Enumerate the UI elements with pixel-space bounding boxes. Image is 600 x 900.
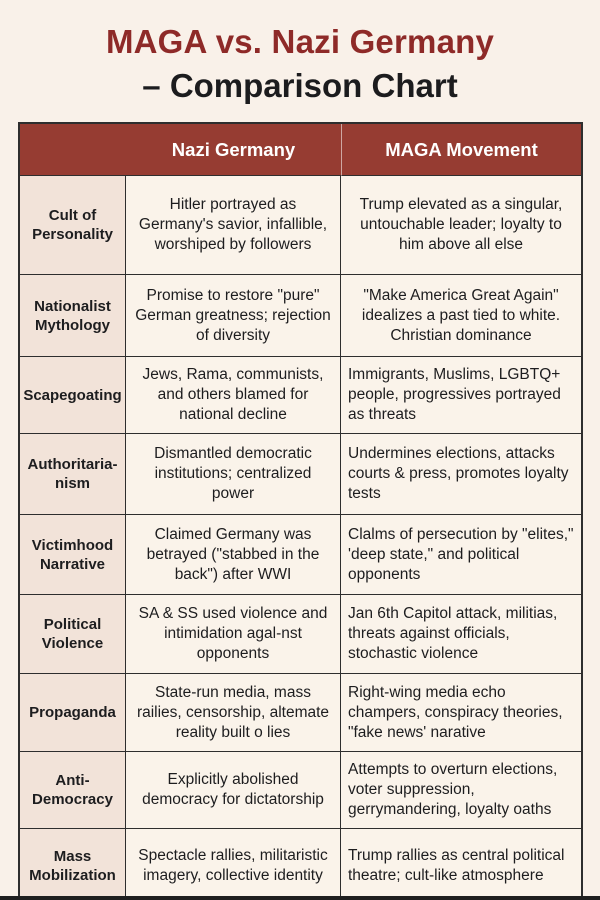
title-line-1: MAGA vs. Nazi Germany [105,23,495,60]
category-cell: Authoritaria-nism [20,434,126,515]
table-row: Anti-Democracy Explicitly abolished demo… [20,752,581,829]
table-row: Mass Mobilization Spectacle rallies, mil… [20,829,581,898]
nazi-cell: Claimed Germany was betrayed ("stabbed i… [126,515,341,595]
maga-cell: Right-wing media echo champers, conspira… [341,674,581,752]
nazi-cell: Spectacle rallies, militaristic imagery,… [126,829,341,898]
maga-cell: Trump rallies as central political theat… [341,829,581,898]
category-cell: Scapegoating [20,357,126,434]
header-category-cell [20,124,126,176]
nazi-cell: Explicitly abolished democracy for dicta… [126,752,341,829]
nazi-cell: State-run media, mass railies, censorshi… [126,674,341,752]
header-nazi-cell: Nazi Germany [126,124,341,176]
maga-cell: Immigrants, Muslims, LGBTQ+ people, prog… [341,357,581,434]
maga-cell: Undermines elections, attacks courts & p… [341,434,581,515]
maga-cell: Jan 6th Capitol attack, militias, threat… [341,595,581,674]
nazi-cell: Dismantled democratic institutions; cent… [126,434,341,515]
nazi-cell: SA & SS used violence and intimidation a… [126,595,341,674]
table-row: Victimhood Narrative Claimed Germany was… [20,515,581,595]
nazi-cell: Jews, Rama, communists, and others blame… [126,357,341,434]
maga-cell: Clalms of persecution by "elites," 'deep… [341,515,581,595]
table-row: Propaganda State-run media, mass railies… [20,674,581,752]
nazi-cell: Hitler portrayed as Germany's savior, in… [126,176,341,275]
table-row: Scapegoating Jews, Rama, communists, and… [20,357,581,434]
maga-cell: "Make America Great Again" idealizes a p… [341,275,581,357]
maga-cell: Trump elevated as a singular, untouchabl… [341,176,581,275]
title-line-2: – Comparison Chart [142,67,458,104]
comparison-table: Nazi Germany MAGA Movement Cult of Perso… [18,122,583,900]
category-cell: Victimhood Narrative [20,515,126,595]
table-row: Authoritaria-nism Dismantled democratic … [20,434,581,515]
page-title: MAGA vs. Nazi Germany – Comparison Chart [0,20,600,108]
category-cell: Nationalist Mythology [20,275,126,357]
maga-cell: Attempts to overturn elections, voter su… [341,752,581,829]
category-cell: Cult of Personality [20,176,126,275]
category-cell: Mass Mobilization [20,829,126,898]
table-row: Cult of Personality Hitler portrayed as … [20,176,581,275]
table-row: Nationalist Mythology Promise to restore… [20,275,581,357]
nazi-cell: Promise to restore "pure" German greatne… [126,275,341,357]
category-cell: Political Violence [20,595,126,674]
header-maga-cell: MAGA Movement [341,124,581,176]
bottom-crop-bar [0,896,600,900]
table-row: Political Violence SA & SS used violence… [20,595,581,674]
category-cell: Propaganda [20,674,126,752]
category-cell: Anti-Democracy [20,752,126,829]
table-header-row: Nazi Germany MAGA Movement [20,124,581,176]
